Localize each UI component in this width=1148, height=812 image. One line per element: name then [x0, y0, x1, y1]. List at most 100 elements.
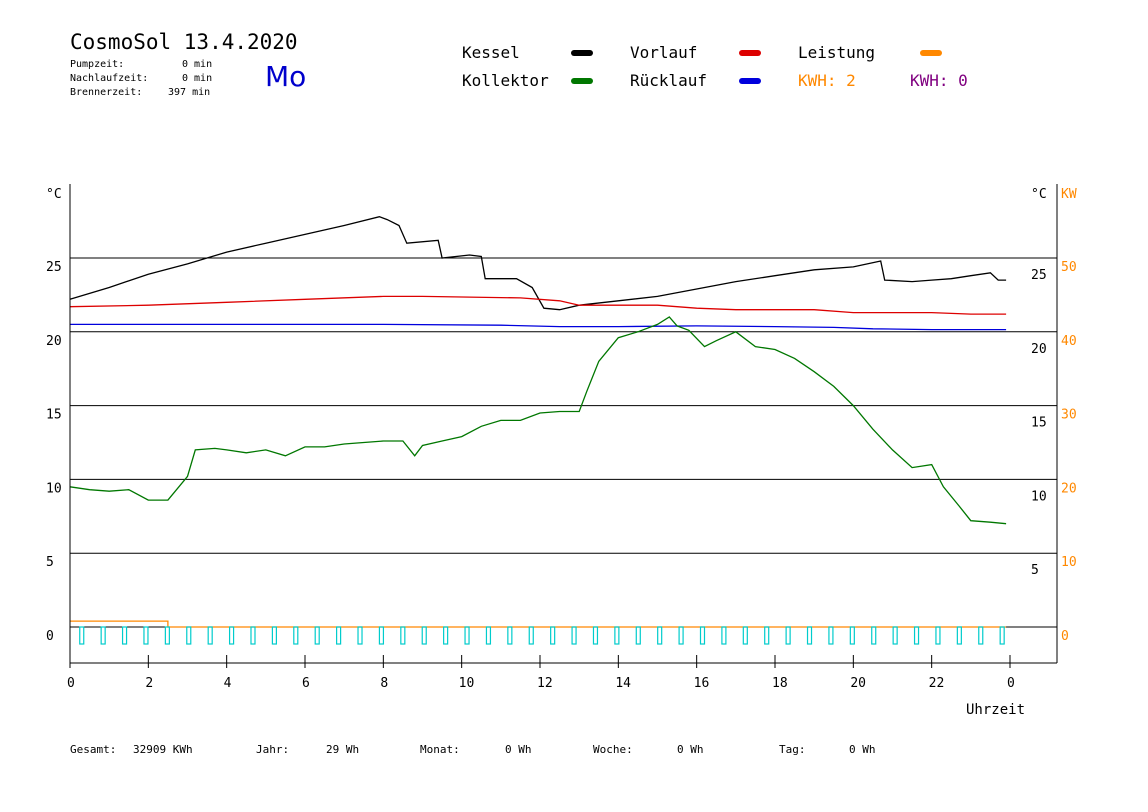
y-tick-label-right2: 50 — [1061, 260, 1077, 275]
pump-pulse — [421, 626, 427, 645]
pump-pulse — [635, 626, 641, 645]
pump-pulse — [186, 626, 192, 645]
weekday-label: Mo — [265, 60, 307, 93]
x-tick-label: 0 — [67, 676, 75, 691]
y-tick-label-left: 25 — [46, 260, 62, 275]
pump-pulse — [806, 626, 813, 645]
y-tick-label-right: 15 — [1031, 416, 1047, 431]
series-line-kessel — [69, 216, 1007, 311]
pump-pulse — [378, 626, 385, 645]
y-tick-label-left: 10 — [46, 481, 62, 496]
x-tick-label: 2 — [145, 676, 153, 691]
pump-pulse — [764, 626, 770, 645]
chart-series — [69, 216, 1007, 628]
pump-pulse — [871, 626, 877, 645]
pump-pulse — [357, 626, 363, 645]
x-tick-label: 14 — [615, 676, 631, 691]
chart-axes: 0 2 4 6 8 10 12 14 16 18 20 22 0 0 5 10 15 20 25 5 10 15 20 25 0… — [46, 184, 1077, 691]
x-tick-label: 18 — [772, 676, 788, 691]
footer-tag-label: Tag: — [779, 743, 806, 756]
pump-pulse — [678, 626, 684, 645]
y-tick-label-right2: 40 — [1061, 334, 1077, 349]
y-tick-label-left: 5 — [46, 555, 54, 570]
y-tick-label-right: 20 — [1031, 342, 1047, 357]
pump-pulse — [121, 626, 128, 645]
legend-vorlauf-swatch — [739, 50, 761, 56]
legend-leistung-swatch — [920, 50, 942, 56]
pump-pulse — [999, 626, 1005, 645]
x-tick-label: 8 — [380, 676, 388, 691]
info-value: 0 min — [182, 73, 213, 84]
footer-monat-value: 0 Wh — [505, 743, 532, 756]
pump-pulse — [978, 626, 984, 645]
series-line-vorlauf — [69, 295, 1007, 315]
pump-pulses — [79, 626, 1005, 645]
y-tick-label-right2: 10 — [1061, 555, 1077, 570]
x-tick-label: 0 — [1007, 676, 1015, 691]
x-tick-label: 10 — [459, 676, 475, 691]
pump-pulse — [721, 626, 727, 645]
y-tick-label-right: 25 — [1031, 268, 1047, 283]
legend-leistung-label: Leistung — [798, 43, 876, 62]
pump-pulse — [614, 626, 620, 645]
pump-pulse — [100, 626, 106, 645]
pump-pulse — [571, 626, 577, 645]
info-label: Pumpzeit: — [70, 59, 125, 70]
y-tick-label-right2: 0 — [1061, 629, 1069, 644]
pump-pulse — [228, 626, 235, 645]
x-tick-label: 22 — [929, 676, 945, 691]
legend-kessel-swatch — [571, 50, 593, 56]
pump-pulse — [464, 626, 470, 645]
footer-monat-label: Monat: — [420, 743, 460, 756]
legend-ruecklauf-label: Rücklauf — [630, 71, 708, 90]
legend-vorlauf-label: Vorlauf — [630, 43, 698, 62]
info-value: 397 min — [168, 87, 211, 98]
pump-pulse — [79, 626, 85, 645]
series-line-kollektor — [69, 316, 1007, 525]
info-pumpzeit: Pumpzeit: 0 min — [70, 58, 212, 71]
y-axis-label-right2: KW — [1061, 187, 1077, 202]
pump-pulse — [336, 626, 342, 645]
y-axis-label-left: °C — [46, 187, 62, 202]
pump-pulse — [443, 626, 449, 645]
pump-pulse — [528, 626, 534, 645]
pump-pulse — [742, 626, 748, 645]
info-nachlaufzeit: Nachlaufzeit: 0 min — [70, 72, 212, 85]
chart-grid — [70, 257, 1057, 628]
pump-pulse — [293, 626, 299, 645]
pump-pulse — [164, 626, 170, 645]
pump-pulse — [314, 626, 320, 645]
y-axis-label-right: °C — [1031, 187, 1047, 202]
x-tick-label: 6 — [302, 676, 310, 691]
x-tick-label: 12 — [537, 676, 553, 691]
pump-pulse — [250, 626, 256, 645]
footer-jahr-value: 29 Wh — [326, 743, 360, 756]
pump-pulse — [849, 626, 855, 645]
footer-tag-value: 0 Wh — [849, 743, 876, 756]
y-tick-label-left: 20 — [46, 334, 62, 349]
legend-kollektor-swatch — [571, 78, 593, 84]
pump-pulse — [400, 626, 406, 645]
footer-woche-label: Woche: — [593, 743, 633, 756]
series-line-leistung — [70, 620, 1007, 628]
pump-pulse — [143, 626, 149, 645]
legend-kessel-label: Kessel — [462, 43, 520, 62]
footer-gesamt-value: 32909 KWh — [133, 743, 193, 756]
y-tick-label-right: 5 — [1031, 563, 1039, 578]
legend-kwh1: KWH: 2 — [798, 71, 856, 90]
x-tick-label: 4 — [224, 676, 232, 691]
y-tick-label-right2: 20 — [1061, 481, 1077, 496]
pump-pulse — [507, 626, 513, 645]
y-tick-label-left: 0 — [46, 629, 54, 644]
legend-kwh2: KWH: 0 — [910, 71, 968, 90]
info-label: Brennerzeit: — [70, 87, 143, 98]
pump-pulse — [828, 626, 834, 645]
info-label: Nachlaufzeit: — [70, 73, 149, 84]
pump-pulse — [657, 626, 663, 645]
pump-pulse — [935, 626, 941, 645]
legend-kollektor-label: Kollektor — [462, 71, 549, 90]
pump-pulse — [592, 626, 599, 645]
pump-pulse — [699, 626, 706, 645]
y-tick-label-right2: 30 — [1061, 408, 1077, 423]
